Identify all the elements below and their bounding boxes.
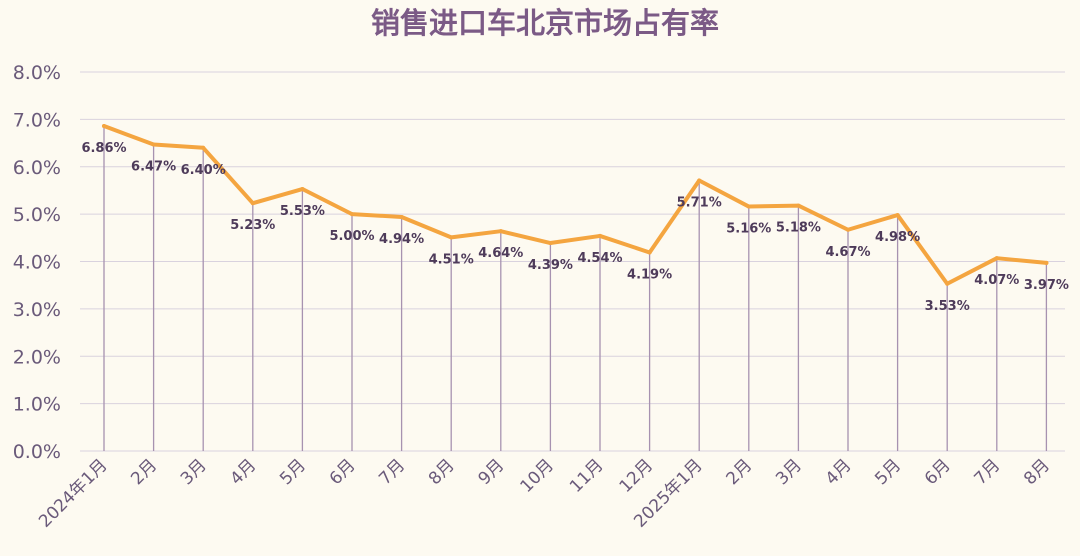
series-line-group (102, 124, 1049, 286)
data-point (102, 124, 106, 129)
data-label: 5.71% (677, 195, 722, 210)
data-label: 5.23% (230, 218, 275, 233)
data-point (1044, 260, 1049, 265)
data-point (598, 233, 602, 238)
y-tick-label: 3.0% (13, 299, 61, 321)
y-tick-label: 4.0% (13, 252, 61, 274)
data-point (399, 214, 404, 219)
data-label: 4.19% (627, 267, 672, 282)
x-tick-label: 4月 (822, 455, 856, 489)
data-point (548, 241, 553, 246)
data-label: 6.47% (131, 159, 176, 174)
data-point (994, 256, 999, 261)
y-tick-label: 2.0% (13, 346, 61, 368)
data-label: 6.86% (81, 141, 126, 156)
x-tick-label: 9月 (475, 455, 509, 489)
data-label: 5.53% (280, 204, 325, 219)
data-point (350, 212, 354, 217)
data-point (449, 235, 454, 240)
data-point (498, 229, 503, 234)
data-point (151, 142, 156, 147)
data-label: 4.94% (379, 232, 424, 247)
series-line (102, 124, 1049, 286)
data-label: 4.54% (577, 251, 622, 266)
x-tick-label: 6月 (921, 455, 955, 489)
x-tick-label: 5月 (871, 455, 905, 489)
x-tick-label: 7月 (375, 455, 409, 489)
x-tick-label: 2月 (723, 455, 757, 489)
x-tick-label: 7月 (971, 455, 1005, 489)
x-tick-label: 3月 (177, 455, 211, 489)
drop-lines (103, 126, 1048, 451)
data-label: 4.64% (478, 246, 523, 261)
x-tick-label: 8月 (1020, 455, 1054, 489)
data-label: 3.97% (1024, 278, 1069, 293)
data-point (945, 281, 950, 286)
data-point (201, 145, 206, 150)
data-label: 5.16% (726, 222, 771, 237)
x-tick-label: 6月 (326, 455, 360, 489)
data-point (250, 201, 255, 206)
data-point (796, 203, 801, 208)
data-label: 4.98% (875, 230, 920, 245)
x-tick-label: 5月 (276, 455, 310, 489)
x-tick-label: 12月 (616, 455, 657, 496)
x-tick-label: 2月 (127, 455, 161, 489)
data-label: 3.53% (925, 299, 970, 314)
data-label: 5.00% (329, 229, 374, 244)
x-tick-label: 3月 (772, 455, 806, 489)
chart-title: 销售进口车北京市场占有率 (371, 6, 719, 40)
data-point (746, 204, 751, 209)
y-axis-ticks: 0.0% 1.0% 2.0% 3.0% 4.0% 5.0% 6.0% 7.0% 8.0% (13, 62, 61, 463)
y-tick-label: 6.0% (13, 157, 61, 179)
y-tick-label: 7.0% (13, 109, 61, 131)
grid-lines (80, 71, 1065, 452)
y-tick-label: 0.0% (13, 441, 61, 463)
data-labels: 6.86% 6.47% 6.40% 5.23% 5.53% 5.00% 4.94% 4.51%… (81, 141, 1069, 314)
y-tick-label: 8.0% (13, 62, 61, 84)
data-point (300, 187, 305, 192)
data-point (647, 250, 652, 255)
data-label: 6.40% (181, 163, 226, 178)
y-tick-label: 5.0% (13, 204, 61, 226)
data-point (895, 213, 900, 218)
y-tick-label: 1.0% (13, 394, 61, 416)
x-tick-label: 4月 (227, 455, 261, 489)
x-tick-label: 2024年1月 (35, 455, 111, 531)
data-label: 4.67% (825, 245, 870, 260)
x-tick-label: 8月 (425, 455, 459, 489)
x-tick-label: 11月 (566, 455, 607, 496)
data-label: 4.39% (528, 258, 573, 273)
data-label: 5.18% (776, 221, 821, 236)
data-point (846, 227, 850, 232)
data-label: 4.51% (429, 252, 474, 267)
data-point (697, 178, 702, 183)
x-tick-label: 10月 (516, 455, 557, 496)
data-label: 4.07% (974, 273, 1019, 288)
